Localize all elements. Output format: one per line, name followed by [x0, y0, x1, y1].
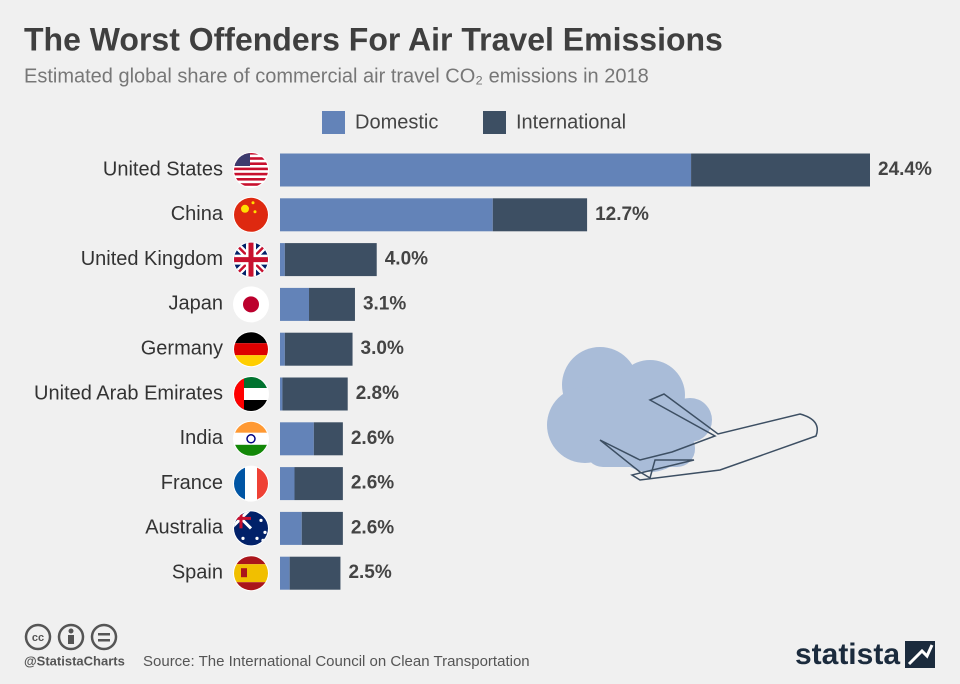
bar — [282, 377, 348, 411]
footer: cc @StatistaCharts Source: The Internati… — [24, 623, 935, 671]
flag — [234, 556, 268, 591]
bar — [284, 332, 353, 366]
legend-label: International — [516, 111, 626, 133]
y-tick-label: China — [171, 203, 224, 225]
bar — [301, 511, 343, 545]
flag — [234, 377, 268, 411]
y-tick-label: United Arab Emirates — [34, 382, 223, 404]
bar — [691, 153, 870, 187]
brand: statista — [795, 638, 900, 671]
bar — [289, 556, 341, 590]
flag-part — [234, 343, 268, 356]
value-label: 2.6% — [351, 473, 394, 494]
flag-part — [255, 536, 259, 540]
y-tick-label: France — [161, 472, 223, 494]
value-label: 12.7% — [595, 204, 649, 225]
flag-part — [257, 466, 268, 501]
y-tick-label: United Kingdom — [81, 248, 223, 270]
flag — [234, 466, 268, 501]
flag — [234, 511, 268, 546]
bar — [280, 153, 692, 187]
flag-part — [234, 377, 268, 388]
bar — [280, 332, 285, 366]
value-label: 2.5% — [348, 562, 391, 583]
y-tick-label: United States — [103, 158, 223, 180]
bar — [280, 287, 310, 321]
flag-part — [241, 204, 249, 213]
flag-part — [234, 178, 268, 181]
flag-part — [234, 157, 268, 160]
flag-part — [234, 421, 268, 433]
bar — [280, 467, 295, 501]
flag-part — [253, 210, 257, 214]
y-tick-label: Spain — [172, 561, 223, 583]
bar — [294, 467, 343, 501]
flag-part — [234, 153, 268, 155]
flag-part — [241, 568, 247, 578]
illustration — [547, 347, 818, 481]
flag-part — [234, 582, 268, 591]
y-tick-label: Germany — [141, 337, 223, 359]
flag-part — [234, 167, 268, 171]
flag-part — [241, 536, 245, 540]
flag — [234, 421, 268, 456]
value-label: 3.0% — [361, 338, 404, 359]
flag-part — [246, 434, 256, 444]
legend-label: Domestic — [355, 111, 438, 133]
flag-part — [234, 242, 268, 277]
value-label: 3.1% — [363, 293, 406, 314]
bar — [280, 511, 302, 545]
flag-part — [251, 201, 255, 205]
source: Source: The International Council on Cle… — [143, 653, 530, 670]
value-label: 4.0% — [385, 249, 428, 270]
bar — [313, 422, 343, 456]
bar — [280, 377, 283, 411]
flag-part — [234, 355, 268, 367]
flag-part — [234, 377, 244, 411]
y-tick-label: Japan — [169, 293, 224, 315]
svg-text:cc: cc — [32, 632, 44, 644]
bar — [284, 243, 377, 277]
flag-part — [234, 172, 268, 176]
flag — [234, 197, 268, 232]
y-tick-label: India — [180, 427, 224, 449]
flag-part — [234, 444, 268, 456]
value-label: 2.8% — [356, 383, 399, 404]
flag-part — [234, 197, 268, 232]
bar — [280, 556, 290, 590]
flag-part — [263, 530, 267, 534]
bar — [309, 287, 355, 321]
bar — [280, 243, 285, 277]
flag-part — [234, 556, 268, 565]
value-label: 2.6% — [351, 517, 394, 538]
flag-part — [243, 296, 259, 313]
value-label: 2.6% — [351, 428, 394, 449]
flag-part — [234, 162, 268, 165]
flag-part — [259, 518, 263, 522]
chart-title: The Worst Offenders For Air Travel Emiss… — [24, 21, 723, 57]
legend-swatch — [483, 111, 506, 134]
bar — [280, 198, 493, 232]
chart-subtitle: Estimated global share of commercial air… — [24, 65, 649, 87]
legend-swatch — [322, 111, 345, 134]
bar — [280, 422, 314, 456]
flag-part — [234, 432, 268, 445]
bar — [492, 198, 588, 232]
flag-part — [234, 564, 268, 583]
handle: @StatistaCharts — [24, 653, 125, 668]
flag-part — [234, 400, 268, 411]
flag-part — [234, 183, 268, 186]
flag — [234, 332, 268, 367]
flag-part — [234, 332, 268, 344]
y-tick-label: Australia — [145, 517, 224, 539]
flag — [243, 296, 259, 313]
flag-part — [234, 466, 245, 501]
value-label: 24.4% — [878, 159, 932, 180]
flag-part — [245, 466, 257, 501]
